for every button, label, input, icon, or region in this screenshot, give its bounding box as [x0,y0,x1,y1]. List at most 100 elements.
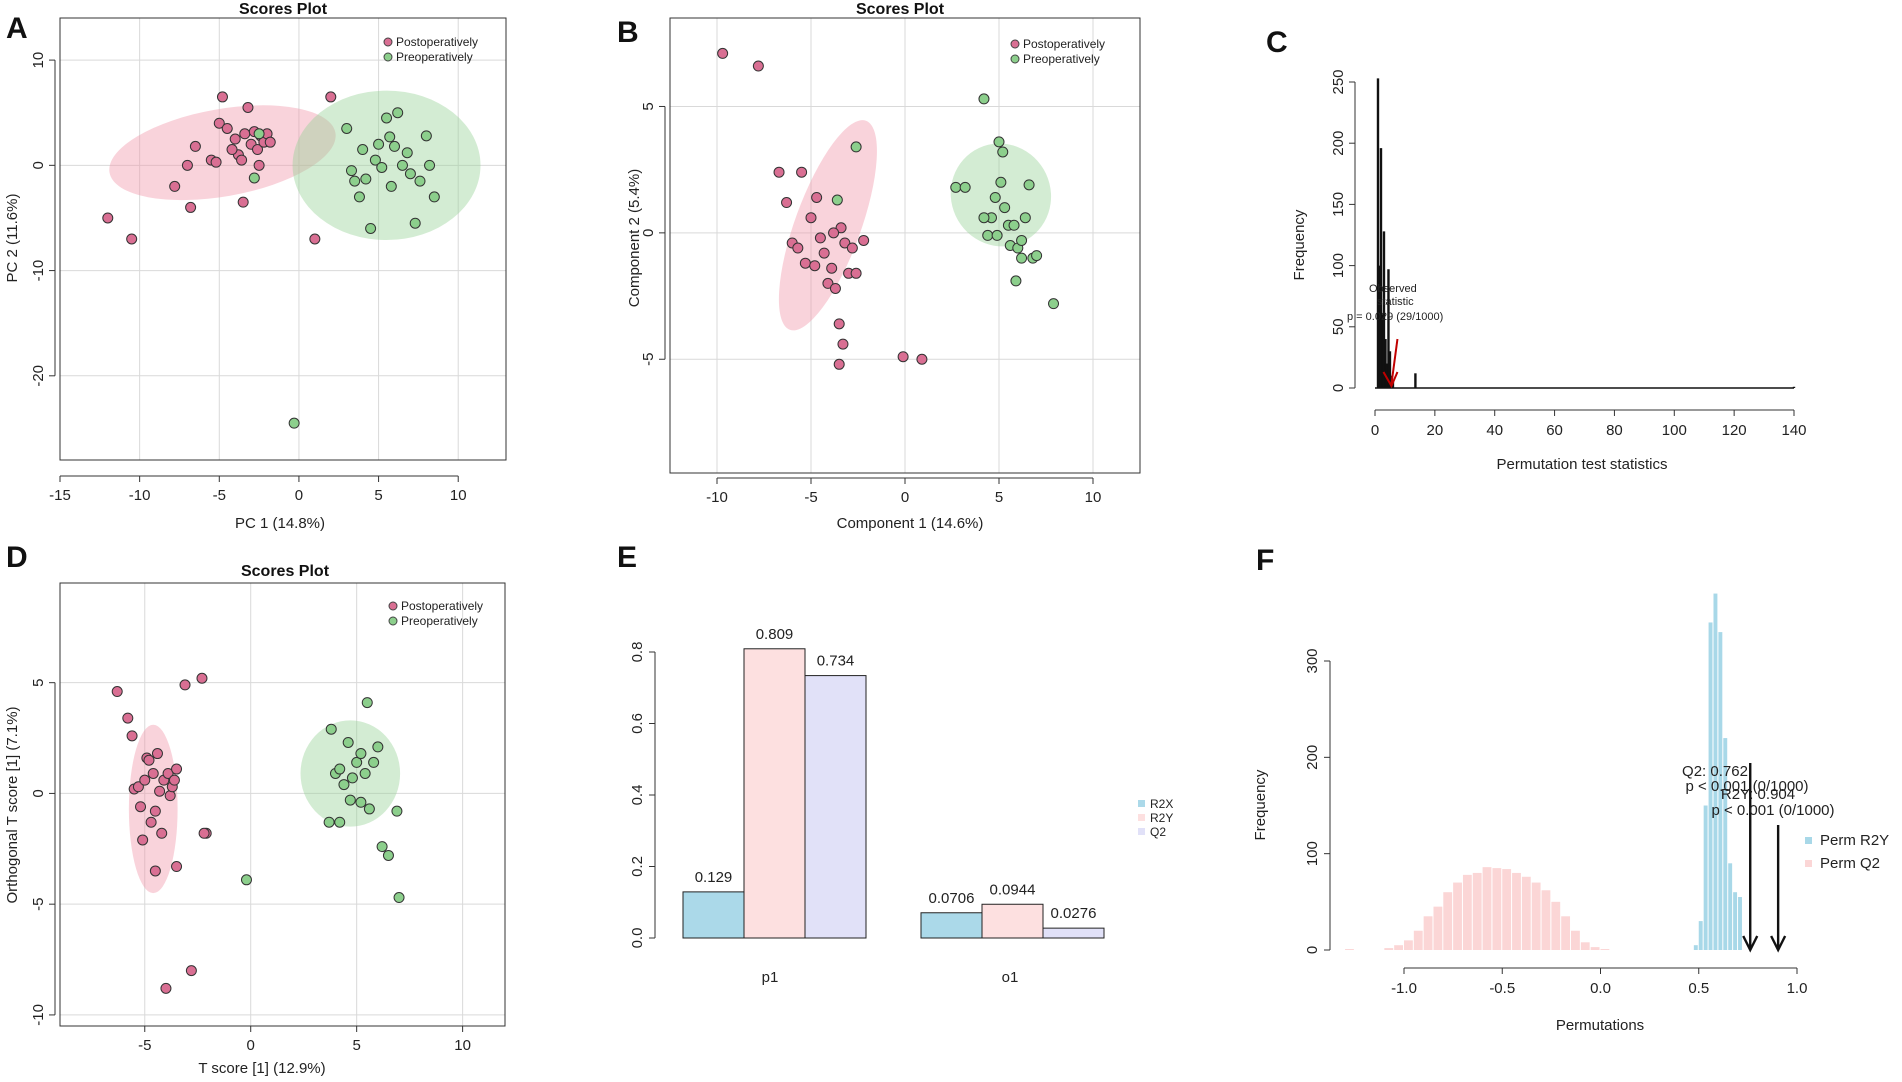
panel-b: B Scores Plot -10 -5 0 5 10 -5 0 5 Component 1 … [617,1,1141,532]
bar-r2y-p1 [743,648,806,939]
y-tick-label: 100 [1330,253,1347,278]
perm-q2-bar [1423,916,1433,950]
perm-q2-bar [1404,940,1413,950]
scatter-point [392,107,404,119]
scatter-point [149,865,161,877]
scatter-point [372,741,384,753]
legend-preop-marker [1010,54,1020,64]
panel-b-plot-frame [669,17,1141,474]
panel-b-letter: B [617,16,639,49]
x-tick-label: 10 [450,487,467,504]
y-tick-label: 0.0 [629,928,646,949]
scatter-point [1019,212,1031,224]
panel-c-y-label: Frequency [1291,209,1308,280]
x-tick-label: -15 [49,487,71,504]
scatter-point [102,212,114,224]
x-tick-label: -10 [706,489,728,506]
scatter-point [242,101,254,113]
scatter-point [236,154,248,166]
y-tick-label: 50 [1330,318,1347,335]
perm-q2-bar [1384,948,1394,950]
scatter-point [229,133,241,145]
scatter-point [323,816,335,828]
y-tick-label: 10 [30,52,47,69]
scatter-point [132,781,144,793]
scatter-point [196,672,208,684]
scatter-point [381,112,393,124]
panel-d-y-label: Orthogonal T score [1] (7.1%) [4,706,21,903]
panel-d-title: Scores Plot [241,563,330,580]
scatter-point [368,756,380,768]
legend-postop-marker [383,37,393,47]
scatter-point [382,849,394,861]
perm-q2-bar [1472,872,1482,950]
bar-value-label: 0.0706 [929,890,975,907]
legend-postop-label: Postoperatively [1023,37,1105,51]
panel-a-y-label: PC 2 (11.6%) [4,194,21,283]
scatter-point [111,686,123,698]
legend-r2y-label: R2Y [1150,811,1173,825]
y-tick-label: 0.6 [629,713,646,734]
scatter-point [164,790,176,802]
scatter-point [185,201,197,213]
x-tick-label: 5 [352,1037,360,1054]
panel-f-legend: Perm R2Y Perm Q2 [1805,832,1889,872]
scatter-point [361,697,373,709]
panel-e-legend: R2X R2Y Q2 [1138,797,1173,839]
confidence-ellipse [109,105,336,201]
scatter-point [154,785,166,797]
scatter-point [248,172,260,184]
x-tick-label: 10 [454,1037,471,1054]
panel-d-plot-frame [59,582,506,1027]
scatter-point [833,358,845,370]
scatter-point [833,318,845,330]
legend-preop-label: Preoperatively [1023,52,1100,66]
perm-q2-bar [1502,869,1512,950]
scatter-point [384,131,396,143]
panel-f-r2y-label: R2Y: 0.904 [1721,786,1795,803]
scatter-point [858,234,870,246]
scatter-point [717,47,729,59]
panel-b-legend: Postoperatively Preoperatively [1010,37,1105,66]
scatter-point [135,801,147,813]
scatter-point [325,91,337,103]
scatter-point [345,165,357,177]
panel-d-legend: Postoperatively Preoperatively [388,599,483,628]
scatter-point [181,159,193,171]
scatter-point [850,267,862,279]
y-tick-label: -5 [640,353,657,366]
scatter-point [799,257,811,269]
scatter-point [1031,250,1043,262]
scatter-point [818,247,830,259]
scatter-point [213,117,225,129]
scatter-point [252,144,264,156]
scatter-point [143,754,155,766]
scatter-point [1010,275,1022,287]
scatter-point [137,834,149,846]
scatter-point [376,161,388,173]
scatter-point [752,60,764,72]
scatter-point [846,242,858,254]
perm-r2y-bar [1703,805,1708,950]
bar-q2-p1 [804,675,867,939]
y-tick-label: -10 [30,260,47,282]
perm-q2-bar [1413,930,1423,950]
perm-q2-bar [1571,930,1580,950]
y-tick-label: -20 [30,365,47,387]
x-tick-label: 5 [995,489,1003,506]
panel-c-letter: C [1266,26,1288,59]
perm-r2y-bar [1693,945,1698,950]
scatter-point [837,338,849,350]
bar-r2y-o1 [981,903,1044,939]
scatter-point [1048,298,1060,310]
perm-q2-bar [1541,890,1551,950]
legend-perm-q2-swatch [1805,860,1812,867]
panel-a-x-label: PC 1 (14.8%) [235,515,325,532]
panel-c: C 0 20 40 60 80 100 120 140 0 50 100 150 200 250 Perm… [1266,26,1807,473]
scatter-point [773,166,785,178]
scatter-point [391,805,403,817]
perm-r2y-bar [1738,897,1742,950]
legend-r2x-label: R2X [1150,797,1173,811]
scatter-point [156,827,168,839]
scatter-point [357,144,369,156]
